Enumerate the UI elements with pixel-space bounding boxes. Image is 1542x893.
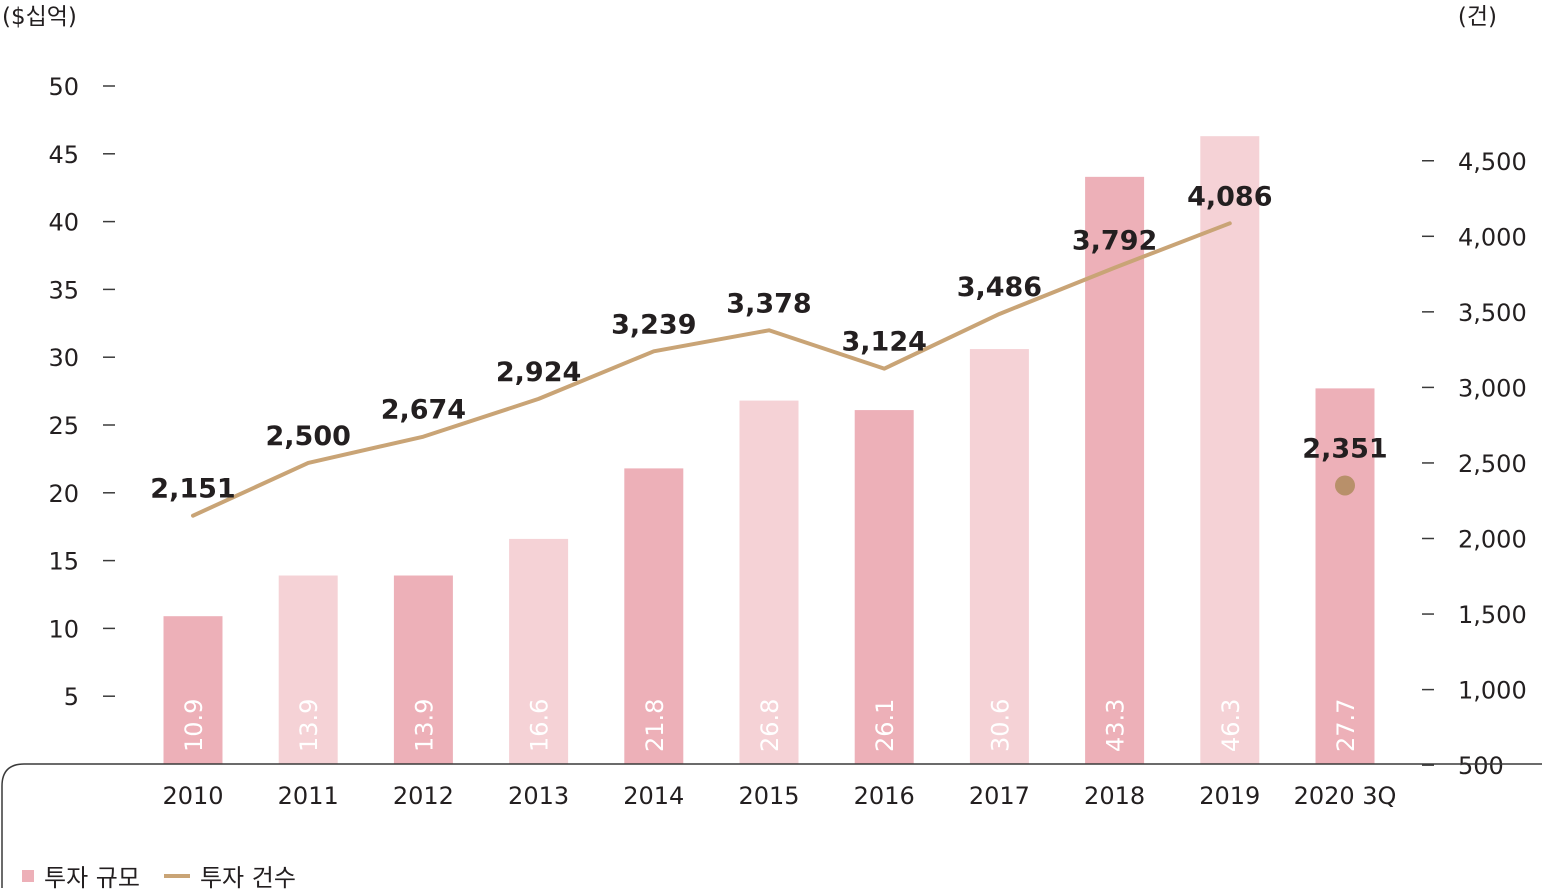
left-tick-label: 5	[64, 683, 79, 711]
bar-series: 10.9 13.9 13.9 16.6 21.8 26.8 26.1 30.6 43.3 46.3…	[163, 136, 1375, 765]
right-tick-label: 3,000	[1458, 374, 1527, 402]
line-value-label: 2,924	[496, 357, 581, 388]
line-value-label: 2,151	[150, 474, 235, 505]
line-point	[1335, 475, 1355, 496]
bar	[1315, 388, 1375, 764]
bar	[163, 616, 223, 764]
x-axis: 2010 2011 2012 2013 2014 2015 2016 2017 2018 2019…	[162, 782, 1396, 810]
bar-value-label: 30.6	[986, 699, 1014, 752]
legend-line-swatch	[163, 873, 190, 878]
left-tick-label: 40	[48, 209, 79, 237]
line-value-label: 3,378	[726, 288, 811, 319]
right-tick-label: 500	[1458, 752, 1504, 780]
bar-value-label: 43.3	[1102, 699, 1130, 752]
line-value-label: 3,792	[1072, 226, 1157, 257]
bar	[854, 410, 914, 764]
line-value-label: 3,124	[841, 327, 926, 358]
right-axis-unit: (건)	[1458, 4, 1497, 30]
bar	[509, 538, 569, 764]
left-axis-unit: ($십억)	[2, 4, 77, 30]
legend-label-line: 투자 건수	[199, 864, 296, 892]
x-tick-label: 2013	[508, 782, 569, 810]
left-tick-label: 15	[48, 548, 79, 576]
bar	[739, 400, 799, 764]
x-tick-label: 2017	[969, 782, 1030, 810]
left-tick-label: 20	[48, 480, 79, 508]
right-axis: 500 1,000 1,500 2,000 2,500 3,000 3,500 4,000 4,…	[1422, 148, 1527, 780]
bar-value-label: 13.9	[295, 699, 323, 752]
x-tick-label: 2010	[162, 782, 223, 810]
line-value-label: 2,500	[265, 421, 350, 452]
line-value-label: 2,674	[381, 395, 466, 426]
bar	[393, 575, 453, 764]
bar	[1200, 136, 1260, 764]
right-tick-label: 2,000	[1458, 526, 1527, 554]
line-value-label: 3,239	[611, 309, 696, 340]
bar-value-label: 10.9	[180, 699, 208, 752]
line-path	[191, 221, 1232, 518]
x-tick-label: 2015	[738, 782, 799, 810]
bar-value-label: 46.3	[1217, 699, 1245, 752]
bar-value-label: 21.8	[641, 699, 669, 752]
x-tick-label: 2014	[623, 782, 684, 810]
right-tick-label: 2,500	[1458, 450, 1527, 478]
right-tick-label: 1,500	[1458, 601, 1527, 629]
x-tick-label: 2012	[393, 782, 454, 810]
left-tick-label: 10	[48, 615, 79, 643]
left-tick-label: 30	[48, 344, 79, 372]
left-tick-label: 50	[48, 73, 79, 101]
line-value-label: 2,351	[1302, 433, 1387, 464]
legend-bar-swatch	[22, 869, 34, 882]
legend: 투자 규모 투자 건수	[22, 858, 296, 893]
bar	[1085, 176, 1145, 765]
left-axis: 5 10 15 20 25 30 35 40 45 50	[48, 73, 115, 711]
bar-value-label: 26.1	[871, 699, 899, 752]
bar	[969, 349, 1029, 764]
bar-value-label: 16.6	[526, 699, 554, 752]
line-series: 2,151 2,500 2,674 2,924 3,239 3,378 3,124 3,486…	[150, 181, 1388, 518]
left-tick-label: 25	[48, 412, 79, 440]
bar	[624, 468, 684, 764]
bar-value-label: 27.7	[1332, 699, 1360, 752]
right-tick-label: 4,000	[1458, 223, 1527, 251]
right-tick-label: 4,500	[1458, 148, 1527, 176]
x-tick-label: 2011	[278, 782, 339, 810]
right-tick-label: 1,000	[1458, 677, 1527, 705]
left-tick-label: 35	[48, 276, 79, 304]
legend-label-bar: 투자 규모	[44, 864, 140, 892]
bar-value-label: 26.8	[756, 699, 784, 752]
x-axis-baseline	[1, 763, 1542, 888]
left-tick-label: 45	[48, 141, 79, 169]
x-tick-label: 2019	[1199, 782, 1260, 810]
bar	[278, 575, 338, 764]
x-tick-label: 2018	[1084, 782, 1145, 810]
x-tick-label: 2016	[854, 782, 915, 810]
bar-value-label: 13.9	[410, 699, 438, 752]
x-tick-label: 2020 3Q	[1294, 782, 1397, 810]
line-value-label: 4,086	[1187, 181, 1272, 212]
right-tick-label: 3,500	[1458, 299, 1527, 327]
line-value-label: 3,486	[957, 272, 1042, 303]
